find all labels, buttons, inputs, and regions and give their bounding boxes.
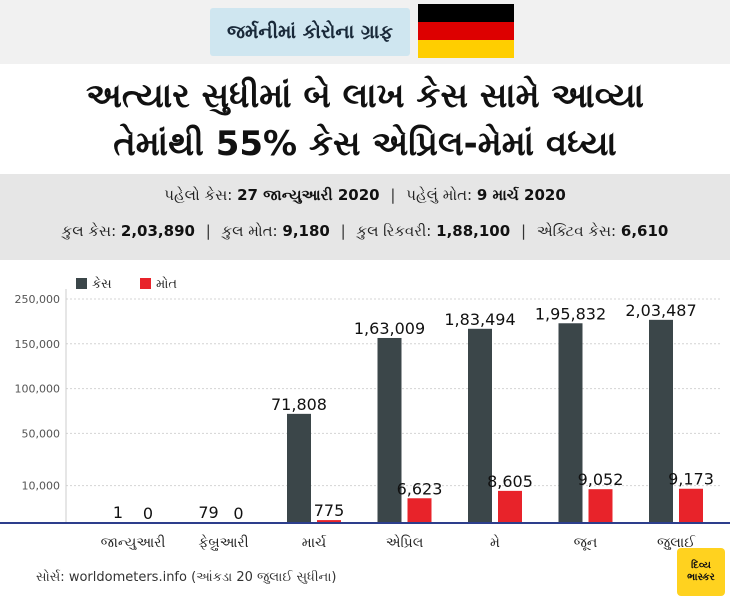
total-deaths-label: કુલ મોત: xyxy=(221,222,278,240)
x-tick-label: એપ્રિલ xyxy=(386,534,424,551)
case-bar xyxy=(468,328,492,523)
case-value-label: 1,83,494 xyxy=(444,310,515,329)
logo-line-2: ભાસ્કર xyxy=(687,572,715,583)
separator: | xyxy=(340,222,346,240)
source-note: સોર્સ: worldometers.info (આંકડા 20 જુલાઈ… xyxy=(36,570,337,585)
death-value-label: 9,173 xyxy=(668,470,714,489)
case-value-label: 1,63,009 xyxy=(354,319,425,338)
active-cases-label: એક્ટિવ કેસ: xyxy=(536,222,617,240)
case-value-label: 71,808 xyxy=(271,395,327,414)
death-bar xyxy=(498,490,522,523)
x-tick-label: મે xyxy=(490,534,500,551)
summary-box: પહેલો કેસ: 27 જાન્યુઆરી 2020 | પહેલું મો… xyxy=(0,174,730,260)
legend-swatch xyxy=(140,278,151,289)
logo-line-1: દિવ્ય xyxy=(691,560,711,571)
death-value-label: 6,623 xyxy=(397,479,443,498)
x-tick-label: માર્ચ xyxy=(302,534,327,551)
death-value-label: 9,052 xyxy=(578,470,624,489)
headline-line-1: અત્યાર સુધીમાં બે લાખ કેસ સામે આવ્યા xyxy=(85,76,645,116)
death-value-label: 0 xyxy=(143,504,153,523)
death-value-label: 8,605 xyxy=(487,472,533,491)
legend-swatch xyxy=(76,278,87,289)
x-tick-label: જાન્યુઆરી xyxy=(101,535,166,551)
total-cases-label: કુલ કેસ: xyxy=(61,222,117,240)
total-cases-value: 2,03,890 xyxy=(120,222,195,240)
y-tick-label: 150,000 xyxy=(15,338,61,351)
total-recovered-value: 1,88,100 xyxy=(436,222,511,240)
first-death-label: પહેલું મોત: xyxy=(406,186,473,204)
chart-topic-text: જર્મનીમાં કોરોના ગ્રાફ xyxy=(227,21,393,43)
death-value-label: 775 xyxy=(314,501,345,520)
y-tick-label: 10,000 xyxy=(22,480,61,493)
y-tick-label: 250,000 xyxy=(15,293,61,306)
flag-stripe-black xyxy=(418,4,514,22)
separator: | xyxy=(520,222,527,240)
separator: | xyxy=(390,186,396,204)
death-bar xyxy=(407,498,432,523)
case-bar xyxy=(558,323,583,523)
active-cases-value: 6,610 xyxy=(620,222,669,240)
x-tick-label: જૂન xyxy=(574,535,598,551)
y-tick-label: 50,000 xyxy=(22,427,61,440)
first-case-label: પહેલો કેસ: xyxy=(164,186,233,204)
separator: | xyxy=(205,222,211,240)
total-recovered-label: કુલ રિકવરી: xyxy=(356,222,432,240)
headline: અત્યાર સુધીમાં બે લાખ કેસ સામે આવ્યા તેમ… xyxy=(0,72,730,168)
summary-row-dates: પહેલો કેસ: 27 જાન્યુઆરી 2020 | પહેલું મો… xyxy=(0,186,730,204)
case-value-label: 1,95,832 xyxy=(535,304,606,323)
x-tick-label: ફેબ્રુઆરી xyxy=(198,534,248,551)
death-value-label: 0 xyxy=(233,504,243,523)
case-value-label: 79 xyxy=(198,503,218,522)
case-value-label: 1 xyxy=(113,503,123,522)
first-death-value: 9 માર્ચ 2020 xyxy=(476,186,566,204)
death-bar xyxy=(588,489,613,523)
divya-bhaskar-logo: દિવ્ય ભાસ્કર xyxy=(677,548,725,596)
legend-label: મોત xyxy=(156,276,177,292)
chart-topic-badge: જર્મનીમાં કોરોના ગ્રાફ xyxy=(210,8,410,56)
flag-stripe-red xyxy=(418,22,514,40)
x-tick-label: જુલાઈ xyxy=(657,535,696,551)
total-deaths-value: 9,180 xyxy=(282,222,330,240)
case-bar xyxy=(649,319,673,523)
bar-chart: 10,000 50,000 100,000 150,000 250,000 કેસ મોત 1… xyxy=(0,276,730,551)
summary-row-totals: કુલ કેસ: 2,03,890 | કુલ મોત: 9,180 | કુલ… xyxy=(0,222,730,240)
first-case-value: 27 જાન્યુઆરી 2020 xyxy=(237,186,380,204)
germany-flag-icon xyxy=(418,4,514,58)
death-bar xyxy=(317,520,341,523)
legend-label: કેસ xyxy=(92,276,112,292)
case-value-label: 2,03,487 xyxy=(625,301,696,320)
case-bar xyxy=(377,337,402,523)
case-bar xyxy=(287,413,311,523)
death-bar xyxy=(679,488,703,523)
y-tick-label: 100,000 xyxy=(15,383,61,396)
headline-line-2: તેમાંથી 55% કેસ એપ્રિલ-મેમાં વધ્યા xyxy=(113,124,617,164)
flag-stripe-gold xyxy=(418,40,514,58)
